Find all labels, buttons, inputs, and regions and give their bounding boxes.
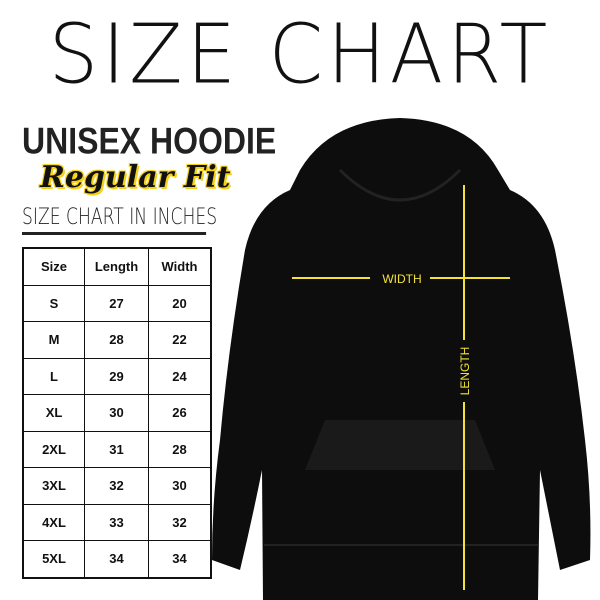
cell-width: 34	[148, 540, 212, 578]
cell-length: 27	[84, 284, 149, 322]
table-row: XL 30 26	[22, 394, 212, 432]
table-row: 5XL 34 34	[22, 540, 212, 578]
cell-length: 29	[84, 357, 149, 395]
table-row: L 29 24	[22, 357, 212, 395]
hoodie-image	[212, 118, 591, 600]
length-label: LENGTH	[458, 347, 472, 396]
cell-width: 24	[148, 357, 212, 395]
table-row: S 27 20	[22, 284, 212, 322]
cell-width: 26	[148, 394, 212, 432]
table-row: M 28 22	[22, 321, 212, 359]
page-title: SIZE CHART	[48, 7, 552, 103]
table-row: 3XL 32 30	[22, 467, 212, 505]
fit-label: Regular Fit	[40, 160, 231, 195]
cell-size: 5XL	[22, 540, 85, 578]
cell-length: 30	[84, 394, 149, 432]
cell-size: L	[22, 357, 85, 395]
width-label: WIDTH	[382, 272, 421, 286]
header-width: Width	[148, 247, 212, 286]
cell-width: 30	[148, 467, 212, 505]
cell-length: 32	[84, 467, 149, 505]
cell-size: XL	[22, 394, 85, 432]
table-header-row: Size Length Width	[22, 247, 212, 286]
cell-size: 4XL	[22, 503, 85, 541]
header-length: Length	[84, 247, 149, 286]
cell-length: 34	[84, 540, 149, 578]
unit-caption: SIZE CHART IN INCHES	[22, 205, 217, 235]
cell-size: M	[22, 321, 85, 359]
size-table: Size Length Width S 27 20 M 28 22 L 29 24 XL 30 26 2…	[22, 247, 212, 579]
header-size: Size	[22, 247, 85, 286]
cell-size: 3XL	[22, 467, 85, 505]
table-row: 2XL 31 28	[22, 430, 212, 468]
product-name: UNISEX HOODIE	[22, 120, 277, 162]
cell-width: 20	[148, 284, 212, 322]
